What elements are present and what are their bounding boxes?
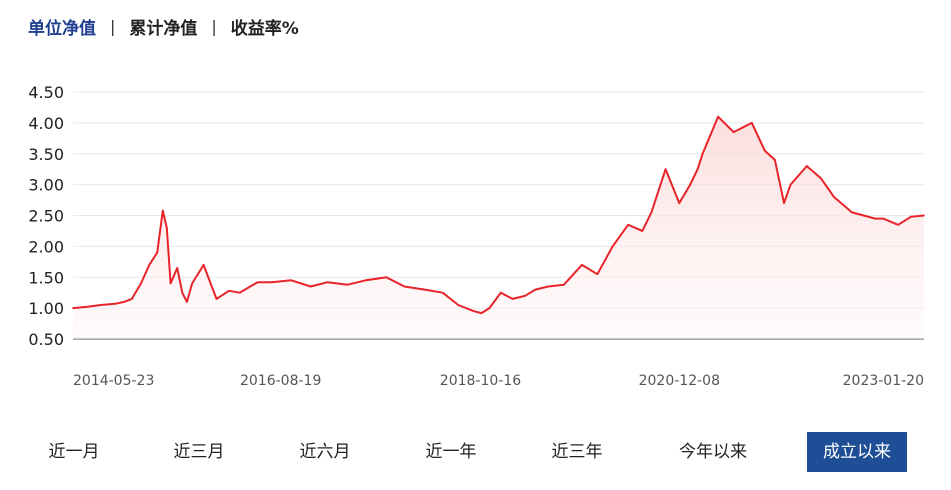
data-point	[641, 230, 644, 232]
data-point	[820, 177, 822, 180]
series-line	[72, 115, 925, 315]
data-point	[910, 215, 912, 218]
data-point	[100, 304, 102, 306]
data-point	[611, 245, 614, 248]
data-point	[256, 281, 259, 283]
data-point	[764, 149, 766, 152]
data-point	[271, 281, 273, 283]
data-point	[181, 291, 184, 294]
data-point	[148, 264, 151, 266]
data-point	[664, 168, 667, 170]
data-point	[162, 209, 164, 212]
data-point	[774, 159, 776, 161]
data-point	[169, 282, 172, 285]
value-type-tabs: 单位净值 | 累计净值 | 收益率%	[28, 14, 299, 39]
tab-separator: |	[110, 17, 116, 36]
data-point	[789, 183, 792, 186]
data-point	[346, 283, 349, 286]
y-tick-label: 0.50	[28, 330, 64, 349]
data-point	[131, 298, 133, 300]
x-tick-label: 2018-10-16	[440, 373, 521, 389]
data-point	[72, 307, 74, 309]
data-point	[202, 264, 205, 266]
data-point	[423, 288, 426, 291]
data-point	[923, 214, 925, 217]
data-point	[480, 312, 483, 314]
data-point	[511, 298, 514, 300]
data-point	[696, 168, 699, 170]
tab-separator: |	[211, 17, 217, 36]
period-since-inception-button[interactable]: 成立以来	[807, 432, 907, 472]
data-point	[500, 291, 502, 294]
data-point	[85, 306, 88, 308]
data-point	[140, 282, 142, 285]
x-tick-label: 2014-05-23	[73, 373, 154, 389]
data-point	[897, 224, 899, 226]
data-point	[806, 165, 808, 167]
data-point	[851, 211, 853, 214]
data-point	[290, 279, 293, 282]
y-tick-label: 1.50	[28, 268, 64, 287]
y-tick-label: 4.50	[28, 83, 64, 102]
data-point	[678, 202, 681, 204]
data-point	[627, 224, 629, 226]
data-point	[701, 153, 704, 155]
data-point	[364, 279, 367, 282]
x-tick-label: 2023-01-20	[843, 373, 924, 389]
data-point	[166, 227, 168, 229]
data-point	[732, 131, 735, 133]
data-point	[524, 295, 526, 297]
y-tick-label: 1.00	[28, 299, 64, 318]
data-point	[563, 283, 565, 286]
period-selector: 近一月 近三月 近六月 近一年 近三年 今年以来 成立以来	[0, 432, 951, 472]
data-point	[874, 217, 877, 220]
period-3y-button[interactable]: 近三年	[551, 442, 603, 462]
period-ytd-button[interactable]: 今年以来	[679, 442, 747, 462]
data-point	[385, 276, 388, 279]
period-6m-button[interactable]: 近六月	[299, 442, 351, 462]
data-point	[228, 290, 230, 292]
data-point	[689, 183, 691, 186]
data-point	[833, 196, 835, 198]
data-point	[473, 310, 475, 312]
tab-return-rate[interactable]: 收益率%	[230, 19, 299, 39]
data-point	[596, 273, 599, 275]
y-tick-label: 2.00	[28, 237, 64, 256]
period-1m-button[interactable]: 近一月	[48, 442, 100, 462]
y-tick-label: 3.50	[28, 145, 64, 164]
period-3m-button[interactable]: 近三月	[173, 442, 225, 462]
data-point	[176, 267, 178, 269]
data-point	[114, 303, 116, 305]
period-1y-button[interactable]: 近一年	[425, 442, 477, 462]
tab-unit-nav[interactable]: 单位净值	[28, 19, 96, 39]
series-area	[73, 116, 924, 339]
data-point	[238, 291, 241, 294]
data-point	[215, 298, 218, 300]
data-point	[403, 285, 406, 288]
data-point	[882, 217, 884, 220]
data-point	[717, 115, 719, 118]
nav-chart: 4.50 4.00 3.50 3.00 2.50 2.00 1.50 1.00 0.50 201…	[28, 83, 925, 389]
data-point	[547, 285, 549, 288]
y-tick-label: 3.00	[28, 176, 64, 195]
data-point	[309, 285, 312, 288]
data-point	[581, 264, 583, 266]
y-tick-label: 4.00	[28, 114, 64, 133]
data-point	[650, 211, 653, 214]
y-tick-label: 2.50	[28, 207, 64, 226]
data-point	[457, 304, 460, 306]
data-point	[191, 282, 193, 285]
data-point	[488, 307, 491, 309]
data-point	[783, 202, 785, 204]
data-point	[123, 301, 125, 303]
tab-accumulated-nav[interactable]: 累计净值	[129, 19, 198, 39]
x-tick-label: 2016-08-19	[240, 373, 321, 389]
data-point	[751, 122, 753, 124]
x-tick-label: 2020-12-08	[639, 373, 720, 389]
data-point	[156, 251, 158, 254]
data-point	[326, 281, 329, 283]
data-point	[534, 288, 537, 291]
data-point	[441, 291, 444, 294]
data-point	[186, 301, 188, 303]
